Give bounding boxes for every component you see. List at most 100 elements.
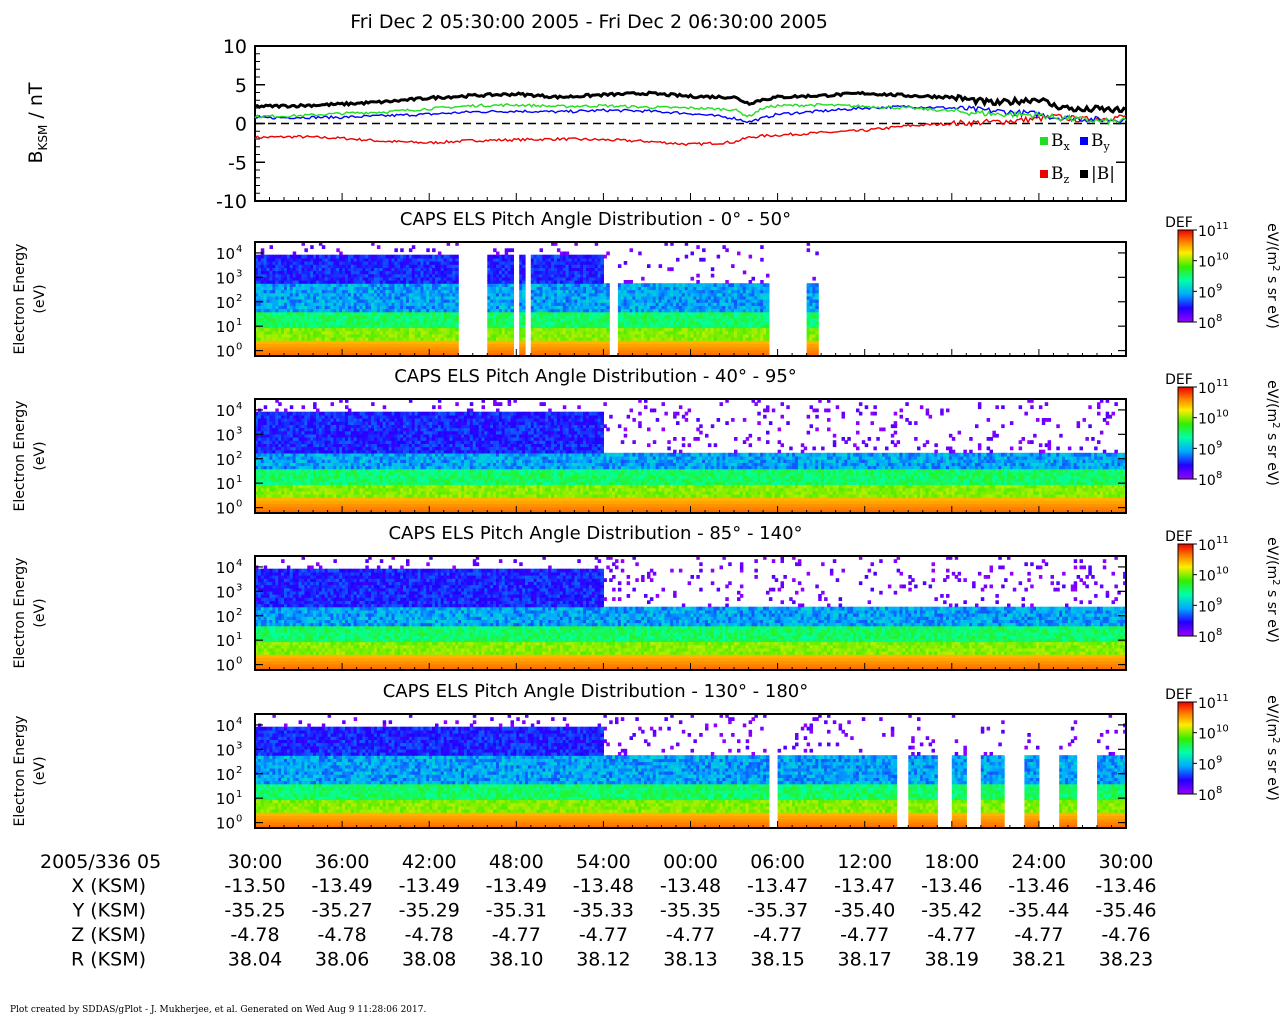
pad-ytick-label: 10 [216, 451, 235, 469]
colorbar-tick-exponent: 9 [1216, 596, 1222, 607]
pad-ytick-label: 10 [216, 583, 235, 601]
pad-ytick-label: 10 [216, 294, 235, 312]
colorbar-units: eV/(m2 s sr eV) [1264, 380, 1280, 486]
time-tick-label: 06:00 [750, 851, 805, 873]
colorbar-tick-exponent: 10 [1216, 566, 1229, 577]
heatmap-cells [255, 242, 819, 357]
pad-ytick-exponent: 1 [236, 789, 242, 800]
time-tick-label: 42:00 [402, 851, 457, 873]
time-tick-label: 30:00 [228, 851, 283, 873]
pad-ylabel-units: (eV) [32, 756, 48, 785]
ephemeris-value: -13.48 [573, 875, 634, 897]
colorbar-tick-exponent: 9 [1216, 282, 1222, 293]
colorbar-tick-label: 10 [1198, 788, 1216, 804]
series-line-Bz [255, 115, 1126, 146]
legend-label-Bt: |B| [1091, 164, 1115, 184]
footer-credit: Plot created by SDDAS/gPlot - J. Mukherj… [10, 1005, 426, 1015]
colorbar-tick-exponent: 11 [1216, 221, 1229, 232]
time-tick-label: 24:00 [1012, 851, 1067, 873]
time-tick-label: 00:00 [663, 851, 718, 873]
colorbar [1178, 702, 1193, 794]
colorbar-label: DEF [1165, 215, 1193, 231]
ephemeris-value: 38.04 [228, 949, 282, 971]
ephemeris-value: 38.15 [750, 949, 804, 971]
ephemeris-value: -35.27 [311, 900, 372, 922]
pad-ytick-exponent: 1 [236, 631, 242, 642]
colorbar-units: eV/(m2 s sr eV) [1264, 695, 1280, 801]
mag-ytick-label: 5 [235, 75, 247, 97]
ephemeris-row-label: R (KSM) [71, 949, 146, 971]
ephemeris-value: 38.06 [315, 949, 369, 971]
colorbar-tick-label: 10 [1198, 412, 1216, 428]
ephemeris-value: -4.76 [1101, 924, 1150, 946]
legend-label-Bx: Bx [1051, 131, 1071, 153]
colorbar-tick-label: 10 [1198, 442, 1216, 458]
ephemeris-value: -35.37 [747, 900, 808, 922]
ephemeris-value: -35.46 [1095, 900, 1156, 922]
ephemeris-value: 38.12 [576, 949, 630, 971]
pad-ytick-label: 10 [216, 475, 235, 493]
time-tick-label: 36:00 [315, 851, 370, 873]
ephemeris-value: -13.48 [660, 875, 721, 897]
pad-ytick-exponent: 3 [236, 740, 242, 751]
pad-ytick-exponent: 2 [236, 450, 242, 461]
colorbar-tick-label: 10 [1198, 599, 1216, 615]
figure-title: Fri Dec 2 05:30:00 2005 - Fri Dec 2 06:3… [350, 11, 828, 33]
colorbar-label: DEF [1165, 372, 1193, 388]
pad-ytick-exponent: 4 [236, 401, 242, 412]
ephemeris-value: -4.77 [579, 924, 628, 946]
pad-title: CAPS ELS Pitch Angle Distribution - 0° -… [400, 209, 791, 230]
pad-ytick-label: 10 [216, 717, 235, 735]
colorbar-tick-label: 10 [1198, 381, 1216, 397]
pad-ylabel-units: (eV) [32, 598, 48, 627]
colorbar-tick-exponent: 8 [1216, 313, 1222, 324]
pad-panel-3: CAPS ELS Pitch Angle Distribution - 85° … [12, 523, 1280, 675]
pad-ytick-exponent: 3 [236, 582, 242, 593]
time-tick-label: 54:00 [576, 851, 631, 873]
colorbar-tick-exponent: 9 [1216, 439, 1222, 450]
pad-ytick-exponent: 4 [236, 244, 242, 255]
colorbar [1178, 387, 1193, 479]
pad-panel-2: CAPS ELS Pitch Angle Distribution - 40° … [12, 366, 1280, 518]
ephemeris-value: 38.10 [489, 949, 543, 971]
pad-ytick-label: 10 [216, 500, 235, 518]
ephemeris-value: -13.46 [1095, 875, 1156, 897]
pad-ytick-exponent: 3 [236, 268, 242, 279]
ephemeris-value: -35.31 [486, 900, 547, 922]
pad-ytick-exponent: 1 [236, 317, 242, 328]
pad-ytick-label: 10 [216, 815, 235, 833]
pad-title: CAPS ELS Pitch Angle Distribution - 130°… [383, 681, 809, 702]
colorbar-tick-exponent: 10 [1216, 252, 1229, 263]
pad-ytick-label: 10 [216, 245, 235, 263]
mag-ytick-label: 10 [223, 36, 247, 58]
ephemeris-value: -4.77 [753, 924, 802, 946]
heatmap-cells [255, 556, 1127, 671]
colorbar-tick-label: 10 [1198, 473, 1216, 489]
ephemeris-value: -13.47 [834, 875, 895, 897]
pad-ylabel: Electron Energy [12, 244, 28, 355]
colorbar-tick-label: 10 [1198, 569, 1216, 585]
time-tick-label: 48:00 [489, 851, 544, 873]
legend-swatch-Bz [1040, 170, 1048, 178]
ephemeris-value: -4.77 [840, 924, 889, 946]
ephemeris-value: -35.35 [660, 900, 721, 922]
colorbar-tick-exponent: 8 [1216, 470, 1222, 481]
ephemeris-value: -13.49 [486, 875, 547, 897]
legend-label-By: By [1091, 131, 1111, 153]
pad-ytick-exponent: 2 [236, 765, 242, 776]
pad-title: CAPS ELS Pitch Angle Distribution - 40° … [394, 366, 797, 387]
colorbar-tick-exponent: 11 [1216, 535, 1229, 546]
pad-ytick-label: 10 [216, 318, 235, 336]
ephemeris-value: -35.40 [834, 900, 895, 922]
ephemeris-value: 38.13 [663, 949, 717, 971]
pad-ytick-exponent: 3 [236, 425, 242, 436]
legend-swatch-Bt [1080, 170, 1088, 178]
ephemeris-value: -4.78 [405, 924, 454, 946]
pad-ytick-label: 10 [216, 402, 235, 420]
colorbar [1178, 230, 1193, 322]
ephemeris-row-label: Z (KSM) [71, 924, 146, 946]
colorbar-tick-exponent: 11 [1216, 378, 1229, 389]
pad-ytick-exponent: 1 [236, 474, 242, 485]
